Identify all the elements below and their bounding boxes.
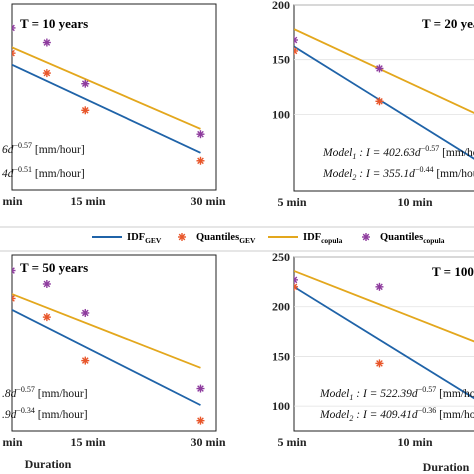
plot-frame [11, 254, 217, 432]
x-axis-label: Duration [25, 457, 72, 471]
x-tick-label: 10 min [0, 194, 23, 208]
legend-label: Quantilescopula [380, 232, 445, 245]
point-quantiles-copula [81, 79, 90, 88]
point-quantiles-gev [81, 106, 90, 115]
point-quantiles-gev [375, 359, 384, 368]
point-quantiles-gev [294, 46, 298, 55]
point-quantiles-copula [12, 23, 16, 32]
legend-label: QuantilesGEV [196, 232, 256, 245]
chart-panel-4: 100 150 200 250 5 min 10 min T = 100 Model1 : I… [272, 250, 474, 449]
y-tick-label: 100 [272, 399, 290, 413]
point-quantiles-gev [42, 313, 51, 322]
series-line-idf-copula [294, 270, 474, 343]
x-tick-label: 10 min [397, 435, 432, 449]
point-quantiles-copula [12, 266, 16, 275]
model-equation: Model1 : I = 522.39d−0.57 [mm/hour] [319, 385, 474, 402]
point-quantiles-gev [196, 416, 205, 425]
plot-area [294, 270, 474, 400]
x-tick-label: 30 min [190, 194, 225, 208]
model-equation: .8d−0.57 [mm/hour] [2, 385, 88, 400]
plot-frame [11, 3, 217, 191]
model-equation: Model2 : I = 355.1d−0.44 [mm/hour] [322, 165, 474, 182]
point-quantiles-copula [375, 64, 384, 73]
x-tick-label: 30 min [190, 435, 225, 449]
point-quantiles-gev [12, 294, 16, 303]
series-line-idf-gev [12, 308, 201, 406]
panel-title: T = 50 years [20, 260, 88, 275]
point-quantiles-gev [12, 49, 16, 58]
panel-title: T = 20 years [422, 16, 474, 31]
x-tick-label: 10 min [397, 195, 432, 209]
chart-panel-3: 10 min 15 min 30 min T = 50 years .8d−0.57 [… [0, 254, 226, 449]
point-quantiles-copula [81, 308, 90, 317]
series-line-idf-gev [294, 45, 474, 160]
plot-frame [293, 4, 474, 192]
x-tick-label: 10 min [0, 435, 23, 449]
legend-item: IDFcopula [268, 232, 343, 245]
point-quantiles-copula [196, 130, 205, 139]
point-quantiles-copula [42, 38, 51, 47]
y-tick-label: 200 [272, 300, 290, 314]
x-axis-label: Duration [423, 460, 470, 474]
point-quantiles-gev [294, 282, 298, 291]
y-tick-label: 200 [272, 0, 290, 12]
point-quantiles-copula [375, 282, 384, 291]
point-quantiles-gev [375, 97, 384, 106]
model-equation: Model2 : I = 409.41d−0.36 [mm/hour] [319, 406, 474, 423]
plot-frame [293, 256, 474, 432]
y-tick-label: 150 [272, 349, 290, 363]
panel-title: T = 100 [432, 264, 474, 279]
legend: IDFGEV QuantilesGEV IDFcopula Quantilescopu… [0, 226, 474, 252]
y-tick-label: 250 [272, 250, 290, 264]
plot-area [12, 266, 205, 425]
series-line-idf-copula [12, 46, 201, 130]
plot-area [294, 28, 474, 160]
series-line-idf-copula [294, 28, 474, 114]
legend-swatch-marker [178, 233, 186, 241]
y-tick-label: 100 [272, 107, 290, 121]
model-equation: .9d−0.34 [mm/hour] [2, 406, 88, 421]
x-tick-label: 15 min [70, 194, 105, 208]
x-tick-label: 5 min [277, 195, 306, 209]
x-tick-label: 15 min [70, 435, 105, 449]
series-line-idf-gev [12, 63, 201, 154]
plot-area [12, 23, 205, 165]
x-tick-label: 5 min [277, 435, 306, 449]
legend-label: IDFGEV [127, 232, 162, 245]
chart-panel-1: 10 min 15 min 30 min T = 10 years 6d−0.57 [m… [0, 3, 226, 208]
series-line-idf-copula [12, 293, 201, 369]
legend-item: QuantilesGEV [178, 232, 256, 245]
panel-title: T = 10 years [20, 16, 88, 31]
point-quantiles-gev [196, 156, 205, 165]
point-quantiles-copula [294, 36, 298, 45]
point-quantiles-gev [81, 356, 90, 365]
model-equation: 4d−0.51 [mm/hour] [2, 165, 85, 180]
legend-item: IDFGEV [92, 232, 162, 245]
legend-label: IDFcopula [303, 232, 343, 245]
point-quantiles-copula [294, 275, 298, 284]
y-tick-label: 150 [272, 53, 290, 67]
point-quantiles-copula [196, 384, 205, 393]
point-quantiles-gev [42, 69, 51, 78]
chart-panel-2: 100 150 200 5 min 10 min T = 20 years Model1 :… [272, 0, 474, 209]
legend-item: Quantilescopula [362, 232, 445, 245]
model-equation: 6d−0.57 [mm/hour] [2, 141, 85, 156]
series-line-idf-gev [294, 286, 474, 400]
point-quantiles-copula [42, 279, 51, 288]
model-equation: Model1 : I = 402.63d−0.57 [mm/hour] [322, 144, 474, 161]
legend-swatch-marker [362, 233, 370, 241]
